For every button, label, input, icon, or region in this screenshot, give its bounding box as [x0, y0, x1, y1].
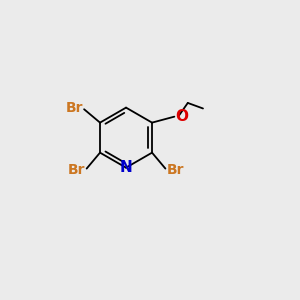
Text: Br: Br	[167, 164, 184, 177]
Text: N: N	[120, 160, 132, 175]
Text: Br: Br	[65, 101, 83, 115]
Text: O: O	[175, 109, 188, 124]
Text: Br: Br	[68, 164, 86, 177]
